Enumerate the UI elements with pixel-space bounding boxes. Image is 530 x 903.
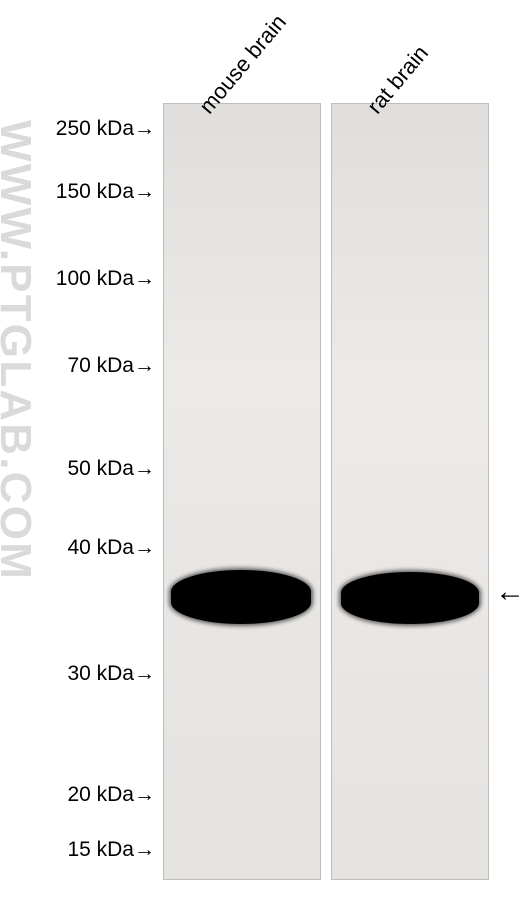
protein-band: [341, 572, 479, 624]
marker-text: 40 kDa: [67, 536, 134, 559]
marker-text: 30 kDa: [67, 662, 134, 685]
protein-band: [171, 570, 311, 624]
marker-text: 50 kDa: [67, 457, 134, 480]
target-band-arrow: ←: [495, 575, 525, 609]
marker-label: 15 kDa→: [67, 838, 155, 862]
arrow-right-icon: →: [134, 457, 155, 481]
marker-label: 20 kDa→: [67, 783, 155, 807]
arrow-right-icon: →: [134, 267, 155, 291]
blot-figure: WWW.PTGLAB.COM 250 kDa→150 kDa→100 kDa→7…: [0, 0, 530, 903]
marker-label: 40 kDa→: [67, 536, 155, 560]
marker-label: 30 kDa→: [67, 662, 155, 686]
marker-label: 250 kDa→: [56, 117, 155, 141]
arrow-right-icon: →: [134, 783, 155, 807]
arrow-right-icon: →: [134, 180, 155, 204]
watermark: WWW.PTGLAB.COM: [0, 120, 40, 581]
marker-text: 20 kDa: [67, 783, 134, 806]
marker-text: 70 kDa: [67, 354, 134, 377]
arrow-right-icon: →: [134, 536, 155, 560]
marker-label: 50 kDa→: [67, 457, 155, 481]
marker-text: 150 kDa: [56, 180, 134, 203]
blot-lane: [163, 103, 321, 880]
marker-label: 70 kDa→: [67, 354, 155, 378]
arrow-right-icon: →: [134, 117, 155, 141]
marker-text: 15 kDa: [67, 838, 134, 861]
arrow-right-icon: →: [134, 662, 155, 686]
marker-text: 100 kDa: [56, 267, 134, 290]
target-arrow-glyph: ←: [495, 575, 525, 608]
watermark-text: WWW.PTGLAB.COM: [0, 120, 40, 581]
marker-text: 250 kDa: [56, 117, 134, 140]
arrow-right-icon: →: [134, 354, 155, 378]
blot-lane: [331, 103, 489, 880]
marker-label: 100 kDa→: [56, 267, 155, 291]
marker-label: 150 kDa→: [56, 180, 155, 204]
arrow-right-icon: →: [134, 838, 155, 862]
